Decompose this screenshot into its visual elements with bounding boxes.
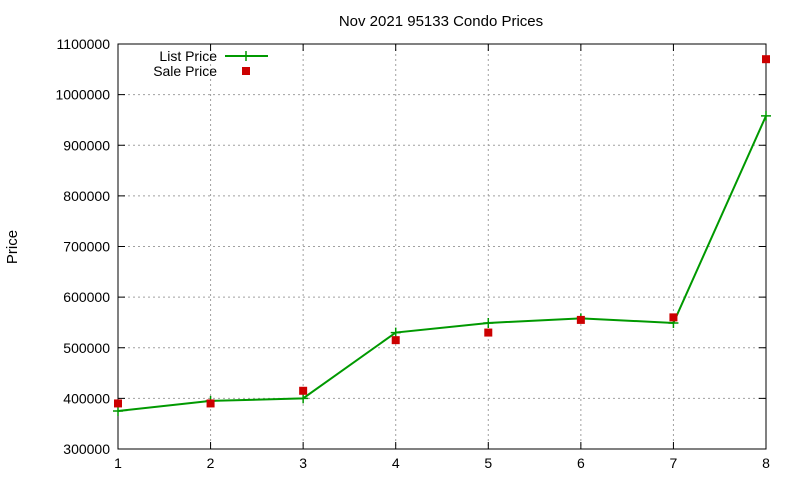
data-point-list-price bbox=[483, 317, 494, 328]
legend-label-sale-price: Sale Price bbox=[153, 63, 217, 79]
series bbox=[113, 55, 771, 417]
data-point-sale-price bbox=[114, 399, 122, 408]
y-tick-label: 700000 bbox=[63, 239, 110, 255]
data-point-list-price bbox=[761, 110, 771, 121]
data-point-sale-price bbox=[576, 315, 585, 324]
series-line-list-price bbox=[117, 115, 767, 413]
data-point-sale-price bbox=[762, 55, 770, 64]
x-tick-label: 6 bbox=[577, 455, 585, 471]
data-point-list-price bbox=[113, 406, 123, 417]
x-tick-label: 8 bbox=[762, 455, 770, 471]
legend-marker-sale-price bbox=[242, 67, 250, 75]
legend-label-list-price: List Price bbox=[159, 48, 217, 64]
y-tick-label: 400000 bbox=[63, 390, 110, 406]
data-point-sale-price bbox=[299, 386, 308, 395]
x-tick-label: 1 bbox=[114, 455, 122, 471]
y-axis-label: Price bbox=[4, 230, 21, 264]
chart-title: Nov 2021 95133 Condo Prices bbox=[339, 13, 543, 30]
y-tick-label: 600000 bbox=[63, 289, 110, 305]
x-tick-label: 2 bbox=[207, 455, 215, 471]
x-tick-label: 5 bbox=[484, 455, 492, 471]
tick-labels: 300000 400000 500000 600000 700000 800000 9000… bbox=[55, 36, 770, 471]
data-point-sale-price bbox=[206, 399, 215, 408]
grid bbox=[118, 44, 766, 449]
data-point-sale-price bbox=[391, 336, 400, 345]
x-tick-label: 4 bbox=[392, 455, 400, 471]
y-tick-label: 1100000 bbox=[57, 36, 111, 52]
legend-marker-list-price bbox=[241, 51, 251, 61]
y-tick-label: 800000 bbox=[63, 188, 110, 204]
data-point-sale-price bbox=[669, 313, 678, 322]
y-tick-label: 1000000 bbox=[55, 87, 110, 103]
y-tick-label: 300000 bbox=[63, 441, 110, 457]
data-point-list-price bbox=[390, 327, 401, 338]
x-tick-label: 7 bbox=[670, 455, 678, 471]
data-point-list-price bbox=[298, 393, 309, 404]
axes bbox=[117, 43, 767, 450]
y-tick-label: 500000 bbox=[63, 340, 110, 356]
legend: List Price Sale Price bbox=[153, 48, 268, 79]
plot-border bbox=[117, 43, 767, 450]
x-tick-label: 3 bbox=[299, 455, 307, 471]
y-tick-label: 900000 bbox=[63, 137, 110, 153]
data-point-sale-price bbox=[484, 328, 493, 337]
